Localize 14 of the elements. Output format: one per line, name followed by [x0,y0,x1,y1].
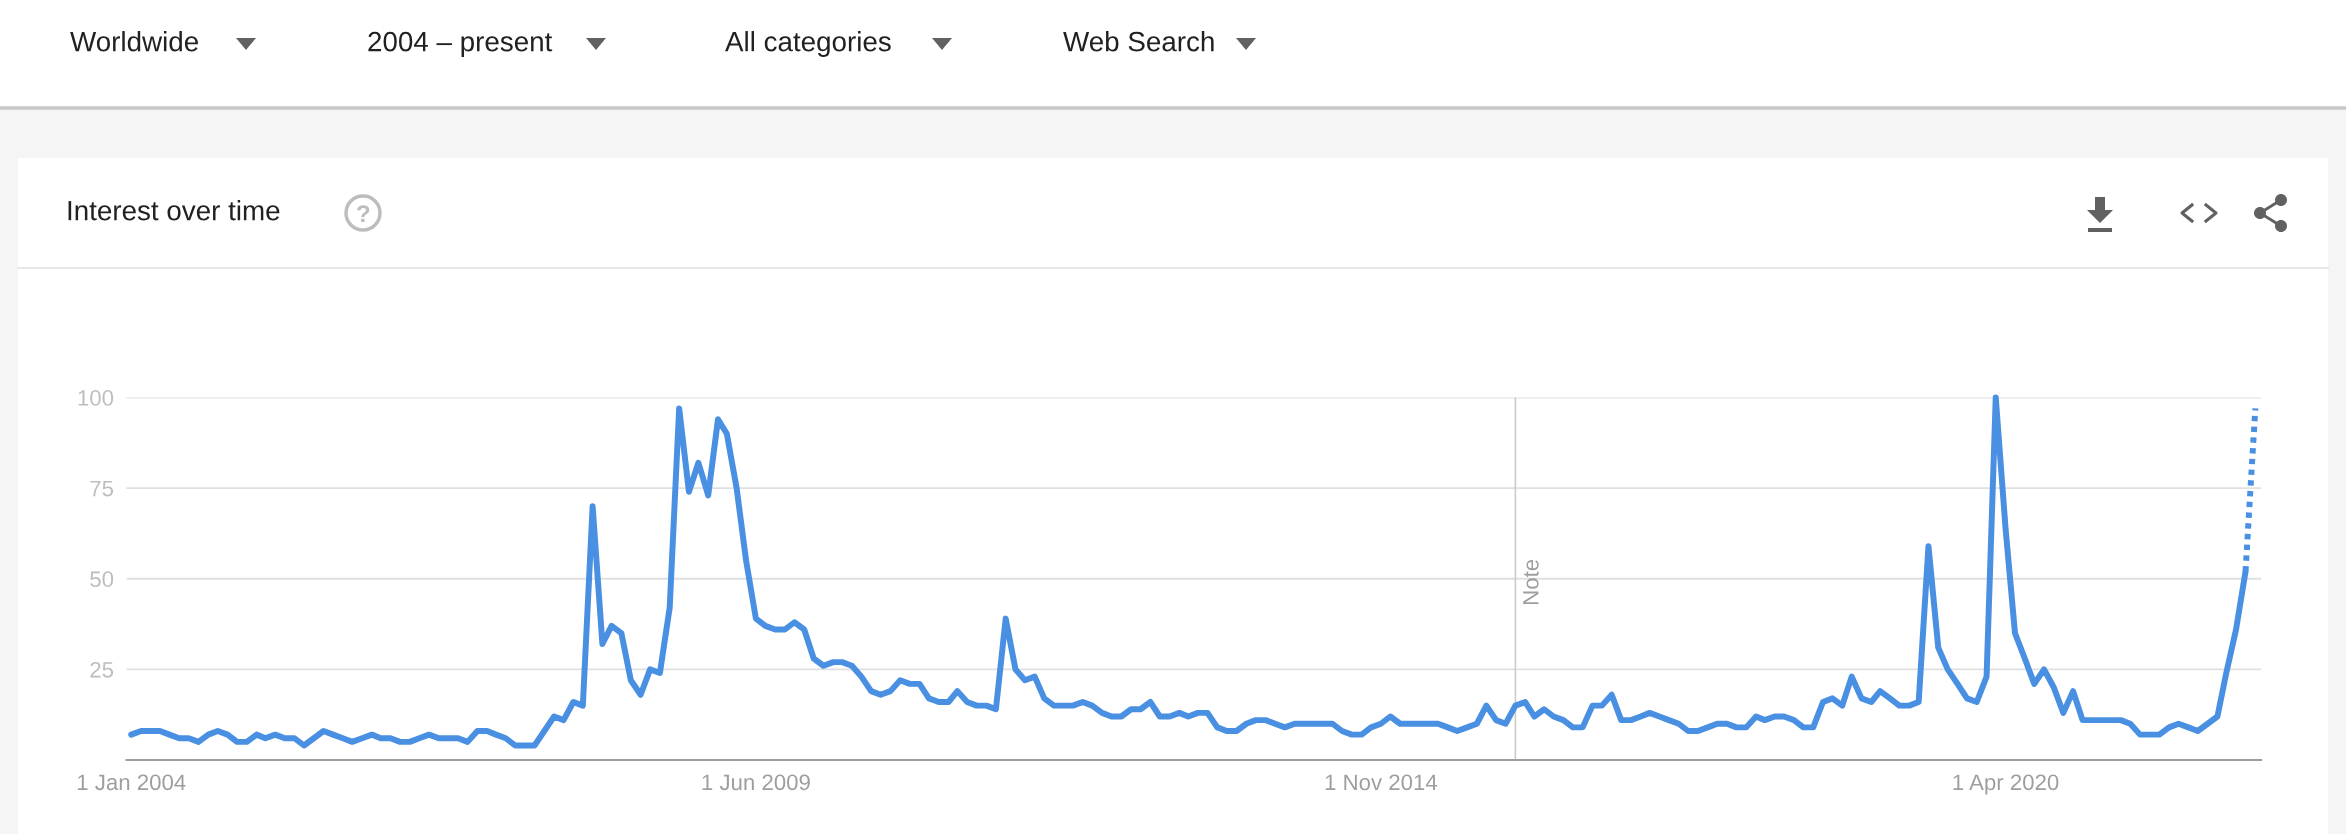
y-tick-label: 75 [90,480,114,497]
x-tick-label: 1 Nov 2014 [1325,774,1438,791]
y-tick-label: 25 [90,661,114,678]
x-tick-label: 1 Jun 2009 [702,774,810,791]
text: Web Search [1063,31,1214,52]
x-tick-label: 1 Apr 2020 [1953,774,2059,795]
x-tick-label: 1 Jan 2004 [77,774,186,791]
chart-title: Interest over time [68,200,280,221]
y-tick-label: 100 [78,390,114,406]
text: 2004 – present [368,31,553,57]
ref-line-label: Note [1523,559,1539,605]
y-tick-label: 50 [90,571,114,588]
text: Worldwide [70,31,198,52]
text: All categories [725,31,891,57]
